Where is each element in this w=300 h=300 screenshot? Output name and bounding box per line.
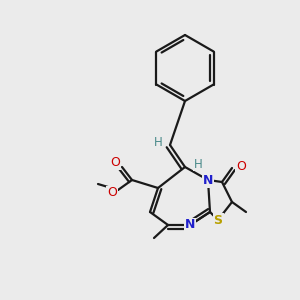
Text: O: O [236, 160, 246, 172]
Text: H: H [194, 158, 202, 170]
Text: S: S [214, 214, 223, 226]
Text: H: H [154, 136, 162, 148]
Text: N: N [185, 218, 195, 232]
Text: O: O [110, 155, 120, 169]
Text: O: O [107, 187, 117, 200]
Text: N: N [203, 173, 213, 187]
